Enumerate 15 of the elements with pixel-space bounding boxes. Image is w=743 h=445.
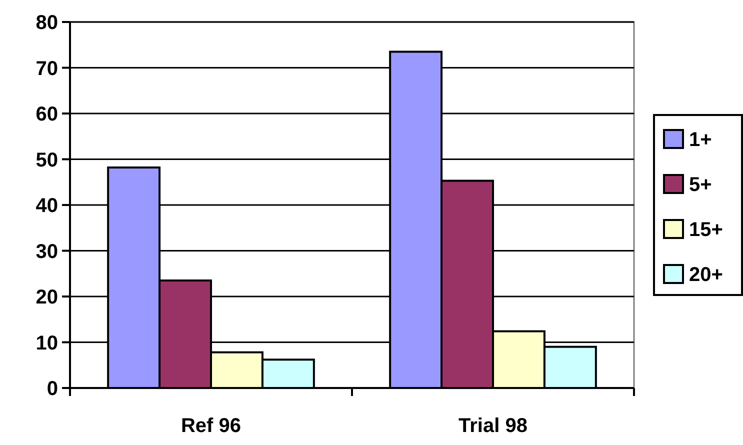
legend-label: 20+	[689, 264, 723, 286]
y-tick-label: 10	[36, 332, 58, 354]
y-tick-label: 80	[36, 12, 58, 34]
y-tick-label: 70	[36, 58, 58, 80]
y-tick-label: 40	[36, 195, 58, 217]
legend-label: 15+	[689, 219, 723, 241]
y-tick-label: 0	[46, 378, 58, 400]
legend-label: 5+	[689, 174, 712, 196]
y-tick-label: 30	[36, 240, 58, 263]
x-tick-label: Ref 96	[180, 415, 242, 437]
y-tick-label: 60	[36, 104, 58, 126]
y-tick-label: 20	[36, 286, 58, 308]
x-tick-label: Trial 98	[458, 415, 528, 437]
legend-label: 1+	[689, 129, 712, 151]
y-tick-label: 50	[36, 149, 58, 172]
